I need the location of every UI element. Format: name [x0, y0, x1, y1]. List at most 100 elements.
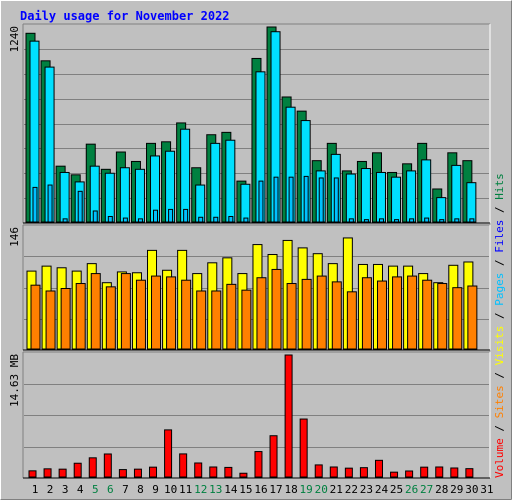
bar-pages-day-27	[424, 217, 430, 223]
x-tick-label-day-22: 22	[345, 483, 358, 496]
bar-pages-day-11	[183, 208, 189, 223]
bar-sites-day-15	[241, 289, 252, 350]
x-tick-label-day-21: 21	[330, 483, 343, 496]
bar-files-day-12	[195, 184, 206, 223]
bar-volume-day-10	[164, 429, 173, 478]
bar-sites-day-28	[437, 283, 448, 350]
bar-pages-day-14	[228, 215, 234, 223]
bar-pages-day-26	[409, 218, 415, 223]
bar-sites-day-1	[30, 284, 41, 350]
bar-files-day-28	[436, 197, 447, 223]
bar-volume-day-20	[314, 464, 323, 478]
bar-sites-day-13	[211, 290, 222, 350]
x-tick-label-day-11: 11	[179, 483, 192, 496]
bar-files-day-11	[180, 128, 191, 223]
bar-volume-day-6	[103, 453, 112, 478]
bar-files-day-22	[345, 173, 356, 223]
x-tick-label-day-2: 2	[47, 483, 54, 496]
x-tick-label-day-20: 20	[315, 483, 328, 496]
series-pages	[32, 175, 475, 223]
bar-sites-day-4	[75, 283, 86, 350]
bar-volume-day-8	[133, 468, 142, 478]
panel-max-label: 14.63 MB	[8, 354, 21, 407]
series-sites	[30, 268, 478, 350]
panel-volume: 14.63 MB	[8, 351, 491, 479]
bar-sites-day-25	[392, 276, 403, 350]
bar-pages-day-21	[333, 177, 339, 223]
bar-pages-day-15	[243, 217, 249, 223]
bar-files-day-8	[134, 168, 145, 223]
legend-separator: /	[493, 365, 506, 385]
panel-max-label: 1240	[8, 26, 21, 53]
x-tick-label-day-17: 17	[269, 483, 282, 496]
bar-files-day-3	[59, 171, 70, 223]
bar-sites-day-5	[90, 273, 101, 350]
x-tick-label-day-31: 31	[480, 483, 493, 496]
bar-pages-day-6	[107, 215, 113, 223]
bar-sites-day-12	[196, 290, 207, 350]
chart-title: Daily usage for November 2022	[20, 9, 230, 23]
x-tick-label-day-24: 24	[375, 483, 389, 496]
x-tick-label-day-14: 14	[224, 483, 238, 496]
x-tick-label-day-15: 15	[239, 483, 252, 496]
bar-sites-day-29	[452, 287, 463, 350]
x-tick-label-day-29: 29	[450, 483, 463, 496]
bar-sites-day-11	[181, 279, 192, 350]
bar-sites-day-10	[166, 276, 177, 350]
bar-pages-day-4	[77, 190, 83, 223]
bar-files-day-15	[240, 183, 251, 223]
bar-volume-day-16	[254, 451, 263, 478]
bar-sites-day-27	[422, 279, 433, 350]
bar-files-day-23	[360, 168, 371, 223]
legend-item-volume: Volume	[493, 438, 506, 478]
bar-volume-day-3	[58, 468, 67, 478]
bar-sites-day-9	[151, 275, 162, 350]
panel-max-label: 146	[8, 227, 21, 247]
bar-files-day-26	[406, 170, 417, 223]
bar-pages-day-8	[137, 218, 143, 223]
bar-pages-day-10	[168, 208, 174, 223]
bar-files-day-30	[466, 182, 477, 223]
bar-sites-day-14	[226, 283, 237, 350]
bar-sites-day-16	[256, 277, 267, 350]
chart-legend: Volume / Sites / Visits / Pages / Files …	[493, 173, 506, 478]
chart-panels: 1240 146 14.63 MB	[8, 23, 491, 479]
legend-separator: /	[493, 306, 506, 326]
bar-sites-day-21	[331, 281, 342, 350]
series-files	[29, 31, 477, 223]
bar-pages-day-22	[348, 218, 354, 223]
series-volume	[28, 354, 474, 478]
bar-sites-day-20	[316, 275, 327, 350]
bar-volume-day-25	[390, 471, 399, 478]
bar-volume-day-5	[88, 457, 97, 478]
x-tick-label-day-19: 19	[300, 483, 313, 496]
bar-pages-day-17	[273, 176, 279, 223]
bar-volume-day-4	[73, 462, 82, 478]
bar-volume-day-26	[405, 470, 414, 478]
bar-pages-day-13	[213, 216, 219, 223]
bar-volume-day-17	[269, 435, 278, 478]
bar-files-day-7	[119, 167, 130, 223]
bar-volume-day-24	[374, 459, 383, 478]
bar-pages-day-16	[258, 180, 264, 223]
x-tick-label-day-8: 8	[137, 483, 144, 496]
panel-visitors: 146	[8, 224, 491, 351]
bar-sites-day-30	[467, 285, 478, 350]
bar-volume-day-28	[435, 466, 444, 478]
bar-pages-day-28	[439, 219, 445, 223]
legend-item-pages: Pages	[493, 273, 506, 306]
bar-pages-day-25	[394, 219, 400, 223]
bar-sites-day-24	[376, 280, 387, 350]
x-tick-label-day-6: 6	[107, 483, 114, 496]
bar-files-day-13	[210, 142, 221, 223]
bar-files-day-24	[375, 171, 386, 223]
bar-sites-day-23	[361, 277, 372, 350]
bar-volume-day-30	[465, 468, 474, 478]
x-axis-day-labels: 1 2 3 4 5 6 7 8 9 10 11 12 13 14 15 16 17 18 19 20 21 22 23 24 2…	[32, 483, 494, 496]
bar-pages-day-19	[303, 175, 309, 223]
bar-volume-day-19	[299, 418, 308, 478]
bar-pages-day-23	[363, 219, 369, 223]
x-tick-label-day-9: 9	[152, 483, 159, 496]
legend-text: Volume / Sites / Visits / Pages / Files …	[493, 173, 506, 478]
